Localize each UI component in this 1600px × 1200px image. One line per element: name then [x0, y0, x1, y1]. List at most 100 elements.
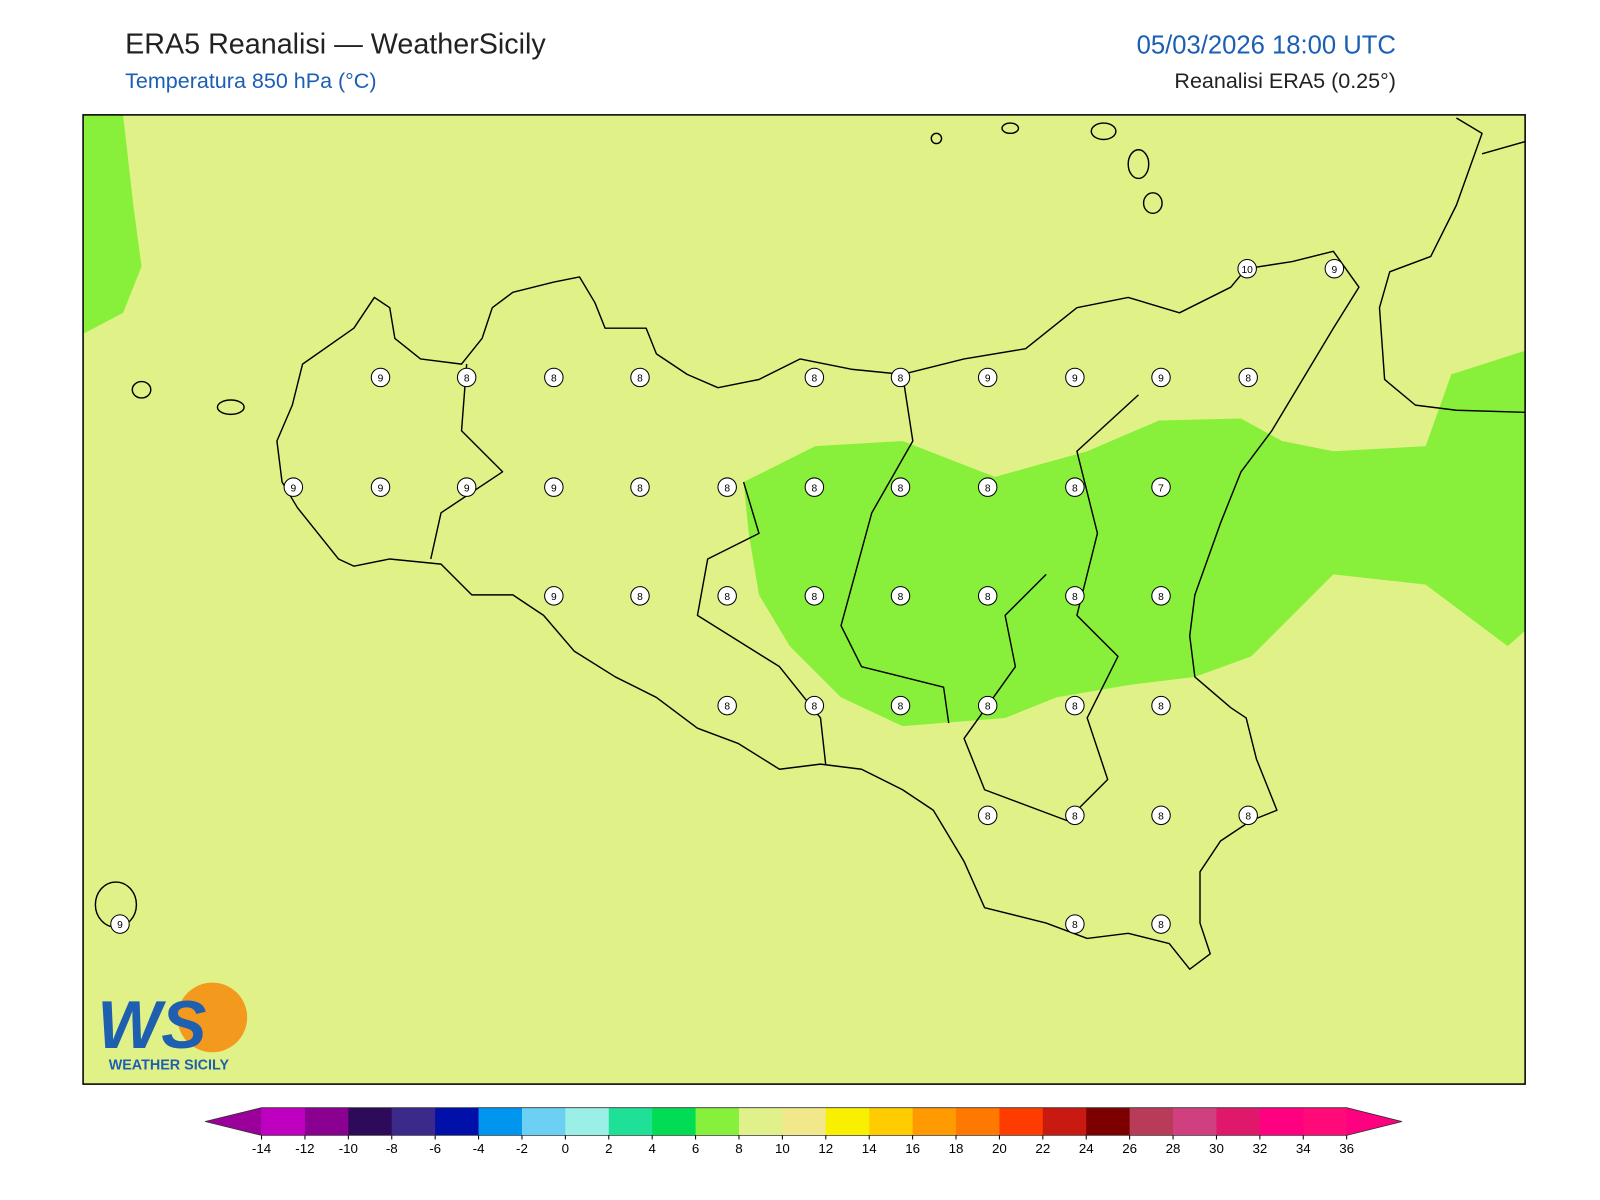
station-marker — [370, 477, 391, 497]
station-value: 9 — [1072, 374, 1078, 385]
station-value: 8 — [1245, 811, 1251, 822]
station-marker — [804, 477, 825, 497]
station-value: 8 — [551, 374, 557, 385]
station-value: 8 — [985, 702, 991, 713]
station-value: 8 — [724, 702, 730, 713]
colorbar-tick-label: -4 — [473, 1141, 485, 1156]
colorbar-segment — [261, 1107, 306, 1136]
colorbar-tick-label: -6 — [429, 1141, 441, 1156]
station-value: 8 — [898, 483, 904, 494]
station-value: 9 — [378, 374, 384, 385]
colorbar-segment — [608, 1107, 653, 1136]
colorbar-tick-label: 12 — [818, 1141, 833, 1156]
station-value: 8 — [1245, 374, 1251, 385]
colorbar-tick-label: 32 — [1252, 1141, 1267, 1156]
sicily-coast — [276, 250, 1360, 970]
station-marker — [804, 586, 825, 606]
colorbar-segment — [1129, 1107, 1174, 1136]
station-value: 9 — [551, 483, 557, 494]
colorbar-tick-label: 16 — [905, 1141, 920, 1156]
station-marker — [1151, 367, 1171, 388]
station-value: 8 — [1072, 592, 1078, 603]
station-marker — [1151, 695, 1171, 716]
colorbar-tick-label: -8 — [386, 1141, 398, 1156]
colorbar-segment — [565, 1107, 610, 1136]
cold-area — [84, 114, 142, 334]
station-marker — [977, 477, 998, 497]
province-border — [430, 364, 1139, 822]
station-marker — [630, 586, 650, 606]
logo-name: WEATHER SICILY — [109, 1058, 230, 1074]
station-value: 8 — [1072, 702, 1078, 713]
island — [216, 399, 245, 416]
station-marker — [456, 367, 477, 388]
station-marker — [977, 586, 998, 606]
station-value: 9 — [290, 483, 296, 494]
station-value: 8 — [898, 702, 904, 713]
colorbar-segment — [825, 1107, 870, 1136]
station-value: 8 — [464, 374, 470, 385]
colorbar-tick-label: 22 — [1035, 1141, 1050, 1156]
station-value: 8 — [1158, 811, 1164, 822]
colorbar-tick-label: -10 — [339, 1141, 358, 1156]
colorbar-tick-label: 28 — [1166, 1141, 1181, 1156]
colorbar-tick-label: 6 — [692, 1141, 699, 1156]
station-marker — [1151, 805, 1171, 826]
station-value: 8 — [1158, 920, 1164, 931]
station-value: 8 — [637, 374, 643, 385]
station-value: 8 — [985, 811, 991, 822]
station-value: 9 — [1158, 374, 1164, 385]
colorbar-segment — [912, 1107, 957, 1136]
station-marker — [110, 914, 130, 934]
station-marker — [804, 695, 825, 716]
colorbar-tick-label: 30 — [1209, 1141, 1224, 1156]
station-value: 8 — [1072, 920, 1078, 931]
title: ERA5 Reanalisi — WeatherSicily — [125, 28, 546, 60]
station-value: 8 — [898, 592, 904, 603]
island — [131, 380, 152, 399]
colorbar-segment — [304, 1107, 349, 1136]
station-marker — [890, 695, 911, 716]
station-marker — [1065, 586, 1085, 606]
station-marker — [717, 477, 737, 497]
station-marker — [1065, 805, 1085, 826]
station-value: 9 — [378, 483, 384, 494]
station-marker — [370, 367, 391, 388]
logo-sun — [177, 982, 248, 1053]
calabria-coast — [1378, 117, 1526, 414]
station-marker — [544, 367, 564, 388]
station-marker — [890, 367, 911, 388]
colorbar-tick-label: 24 — [1079, 1141, 1094, 1156]
station-marker — [1065, 367, 1085, 388]
colorbar-tick-label: 2 — [605, 1141, 612, 1156]
station-value: 9 — [464, 483, 470, 494]
station-value: 9 — [551, 592, 557, 603]
station-marker — [804, 367, 825, 388]
station-value: 8 — [812, 374, 818, 385]
station-value: 10 — [1241, 265, 1253, 276]
station-value: 7 — [1158, 483, 1164, 494]
station-marker — [977, 695, 998, 716]
colorbar-tick-label: 26 — [1122, 1141, 1137, 1156]
colorbar-tick-label: -2 — [516, 1141, 528, 1156]
station-marker — [456, 477, 477, 497]
island — [1090, 122, 1117, 141]
station-value: 8 — [1072, 483, 1078, 494]
station-value: 8 — [812, 702, 818, 713]
station-marker — [1238, 805, 1258, 826]
station-marker — [977, 805, 998, 826]
station-marker — [1151, 586, 1171, 606]
colorbar-tick-label: 10 — [775, 1141, 790, 1156]
station-marker — [890, 477, 911, 497]
colorbar-segment — [1173, 1107, 1217, 1136]
island — [1127, 149, 1150, 180]
station-marker — [1065, 914, 1085, 934]
station-value: 8 — [985, 592, 991, 603]
station-marker — [283, 477, 304, 497]
station-value: 9 — [117, 920, 123, 931]
station-marker — [1065, 695, 1085, 716]
colorbar-segment — [1086, 1107, 1131, 1136]
island — [1142, 192, 1163, 215]
colorbar-segment — [695, 1107, 740, 1136]
colorbar-tick-label: 34 — [1296, 1141, 1311, 1156]
